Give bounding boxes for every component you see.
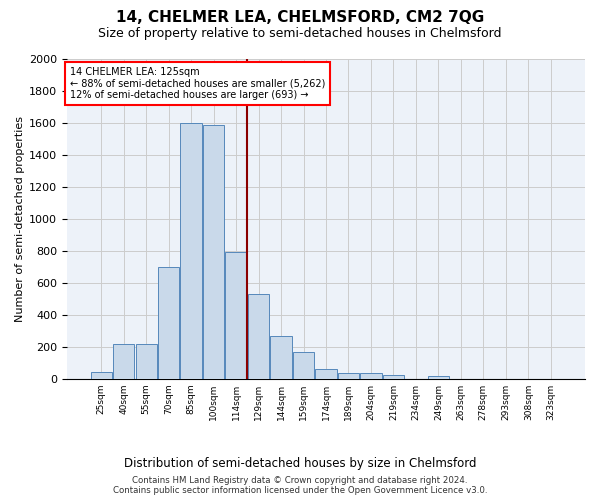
Bar	[181, 123, 202, 379]
Text: Contains HM Land Registry data © Crown copyright and database right 2024.
Contai: Contains HM Land Registry data © Crown c…	[113, 476, 487, 495]
Bar	[91, 372, 112, 379]
Bar	[158, 267, 179, 379]
Bar	[248, 294, 269, 379]
Text: Distribution of semi-detached houses by size in Chelmsford: Distribution of semi-detached houses by …	[124, 458, 476, 470]
Y-axis label: Number of semi-detached properties: Number of semi-detached properties	[15, 116, 25, 322]
Bar	[136, 344, 157, 379]
Bar	[226, 252, 247, 379]
Text: Size of property relative to semi-detached houses in Chelmsford: Size of property relative to semi-detach…	[98, 28, 502, 40]
Bar	[360, 373, 382, 379]
Text: 14 CHELMER LEA: 125sqm
← 88% of semi-detached houses are smaller (5,262)
12% of : 14 CHELMER LEA: 125sqm ← 88% of semi-det…	[70, 67, 325, 100]
Bar	[203, 124, 224, 379]
Bar	[316, 369, 337, 379]
Bar	[271, 336, 292, 379]
Text: 14, CHELMER LEA, CHELMSFORD, CM2 7QG: 14, CHELMER LEA, CHELMSFORD, CM2 7QG	[116, 10, 484, 25]
Bar	[338, 372, 359, 379]
Bar	[383, 375, 404, 379]
Bar	[113, 344, 134, 379]
Bar	[293, 352, 314, 379]
Bar	[428, 376, 449, 379]
